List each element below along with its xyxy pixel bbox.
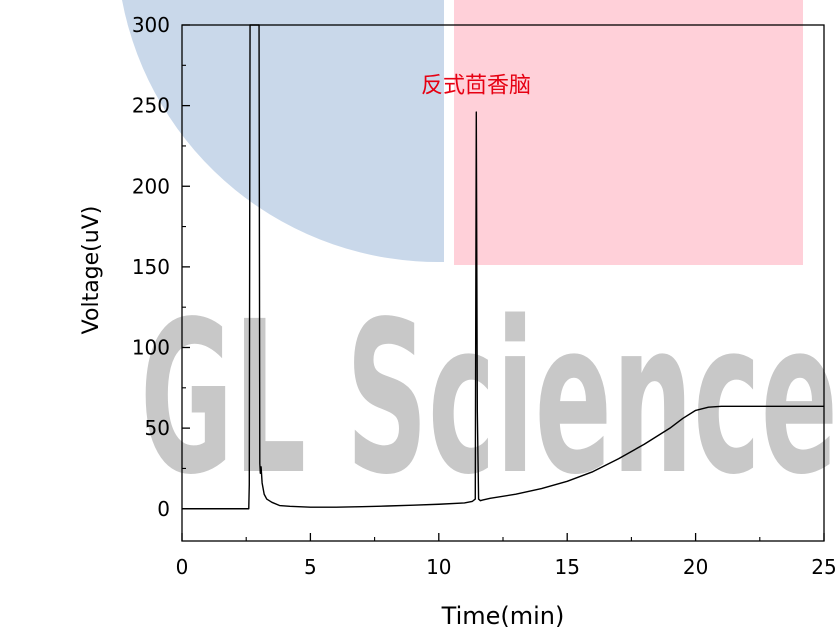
y-axis-title: Voltage(uV): [79, 206, 104, 335]
x-tick-label: 10: [426, 555, 451, 579]
x-tick-label: 0: [176, 555, 189, 579]
y-axis-ticks: 0 50 100 150 200 250 300: [132, 13, 190, 521]
gl-science-watermark: GL Science: [122, 0, 838, 521]
y-tick-label: 0: [157, 497, 170, 521]
x-tick-label: 5: [304, 555, 317, 579]
y-tick-label: 200: [132, 174, 170, 198]
watermark-text: GL Science: [140, 276, 838, 521]
series-layer: [182, 24, 824, 510]
peak-annotation-label: 反式茴香脑: [421, 73, 531, 98]
y-tick-label: 250: [132, 94, 170, 118]
y-tick-label: 100: [132, 336, 170, 360]
x-axis-ticks: 0 5 10 15 20 25: [176, 533, 837, 579]
watermark-blue-shape: [122, 0, 444, 263]
x-tick-label: 15: [554, 555, 579, 579]
x-axis-title: Time(min): [441, 602, 565, 630]
annotation-layer: 反式茴香脑: [421, 73, 531, 98]
y-tick-label: 300: [132, 13, 170, 37]
y-tick-label: 50: [145, 416, 170, 440]
chromatogram-trace: [182, 24, 824, 510]
y-tick-label: 150: [132, 255, 170, 279]
x-tick-label: 25: [811, 555, 836, 579]
x-tick-label: 20: [683, 555, 708, 579]
watermark-pink-shape: [454, 0, 803, 265]
